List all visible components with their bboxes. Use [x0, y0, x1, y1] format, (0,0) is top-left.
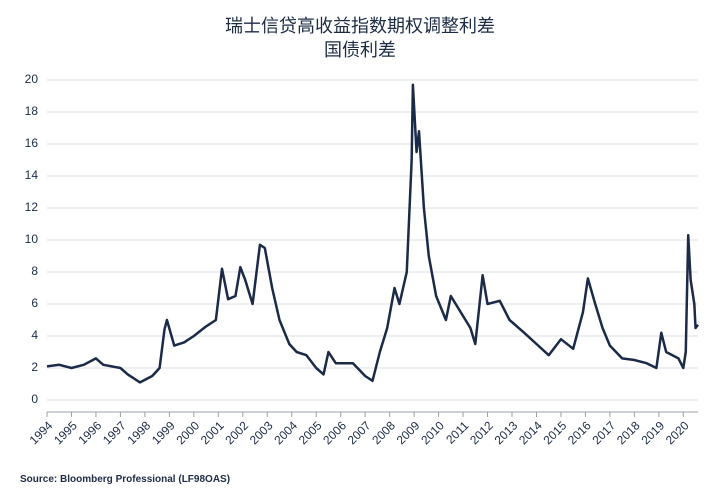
x-tick-label: 2006: [320, 418, 349, 447]
x-tick-label: 2001: [198, 418, 227, 447]
x-tick-label: 2007: [345, 418, 374, 447]
x-tick-label: 1997: [100, 418, 129, 447]
x-tick-label: 2016: [565, 418, 594, 447]
x-tick-label: 1998: [124, 418, 153, 447]
x-tick-label: 2004: [271, 418, 300, 447]
x-tick-label: 2012: [467, 418, 496, 447]
x-tick-label: 2005: [296, 418, 325, 447]
x-tick-label: 2020: [663, 418, 692, 447]
x-tick-label: 2019: [638, 418, 667, 447]
chart-subtitle: 国债利差: [324, 40, 396, 60]
y-tick-label: 10: [25, 232, 39, 246]
x-tick-label: 2000: [173, 418, 202, 447]
x-tick-label: 2008: [369, 418, 398, 447]
x-tick-label: 2002: [222, 418, 251, 447]
y-tick-label: 12: [25, 200, 39, 214]
y-tick-label: 20: [25, 72, 39, 86]
x-tick-label: 2009: [394, 418, 423, 447]
source: Source: Bloomberg Professional (LF98OAS): [20, 474, 230, 485]
y-tick-label: 18: [25, 104, 39, 118]
x-tick-label: 1994: [27, 418, 56, 447]
y-tick-label: 8: [31, 264, 38, 278]
y-tick-label: 6: [31, 296, 38, 310]
x-tick-label: 1999: [149, 418, 178, 447]
x-tick-label: 2018: [614, 418, 643, 447]
line: [46, 83, 699, 384]
x-tick-label: 1996: [76, 418, 105, 447]
x-tick-label: 2011: [443, 418, 471, 446]
y-tick-label: 16: [25, 136, 39, 150]
x-tick-label: 2003: [247, 418, 276, 447]
y-tick-label: 14: [25, 168, 39, 182]
x-tick-label: 1995: [51, 418, 80, 447]
x-tick-label: 2015: [541, 418, 570, 447]
y-tick-label: 0: [31, 392, 38, 406]
y-tick-label: 2: [31, 360, 38, 374]
x-tick-label: 2013: [492, 418, 521, 447]
chart-title: 瑞士信贷高收益指数期权调整利差: [225, 16, 495, 36]
y-tick-label: 4: [31, 328, 38, 342]
x-tick-label: 2010: [418, 418, 447, 447]
x-tick-label: 2017: [589, 418, 618, 447]
x-tick-label: 2014: [516, 418, 545, 447]
